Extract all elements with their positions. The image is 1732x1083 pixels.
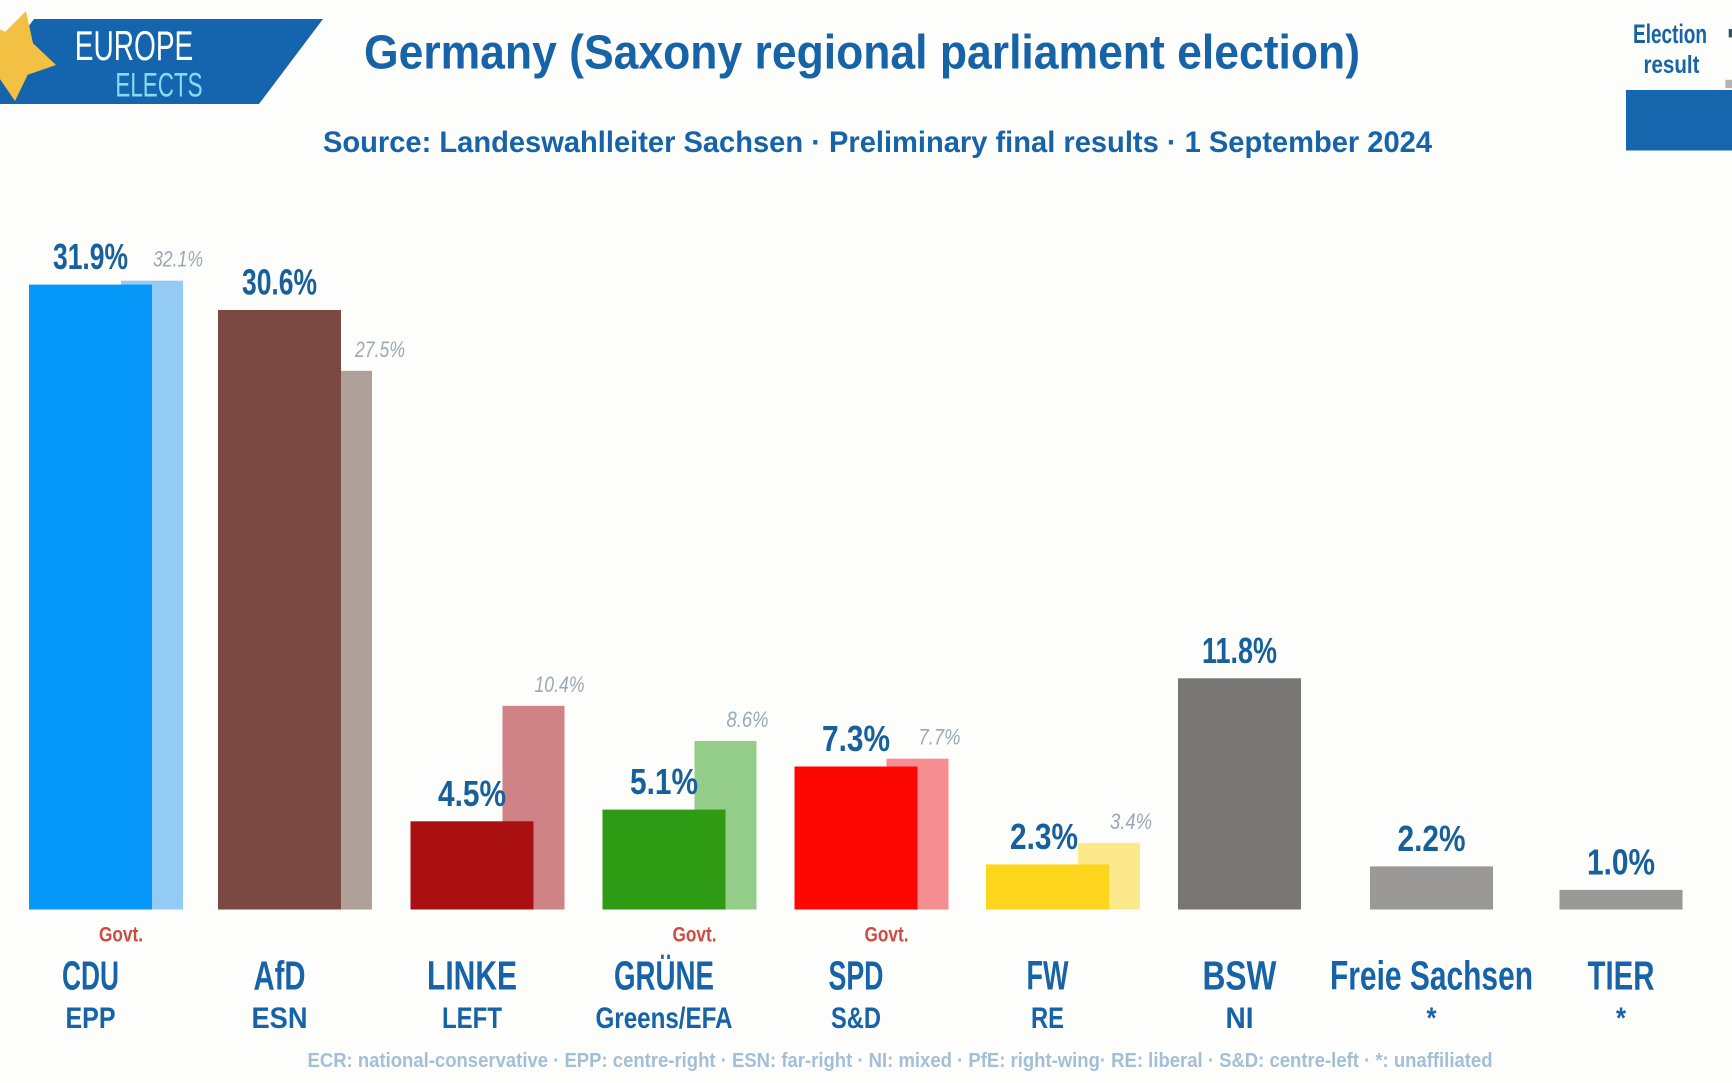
svg-text:NI: NI (1226, 1002, 1254, 1035)
svg-text:RE: RE (1031, 1002, 1064, 1035)
svg-text:Source: Landeswahlleiter Sachs: Source: Landeswahlleiter Sachsen · Preli… (323, 126, 1432, 159)
svg-text:Govt.: Govt. (99, 924, 143, 947)
svg-text:Govt.: Govt. (673, 924, 717, 947)
svg-text:ESN: ESN (252, 1002, 308, 1035)
svg-text:TIER: TIER (1588, 953, 1655, 999)
svg-text:LEFT: LEFT (442, 1002, 502, 1035)
svg-text:Greens/EFA: Greens/EFA (596, 1002, 733, 1035)
svg-text:7.3%: 7.3% (822, 718, 890, 759)
svg-text:SPD: SPD (829, 953, 884, 999)
svg-text:30.6%: 30.6% (242, 262, 317, 303)
svg-text:27.5%: 27.5% (354, 337, 405, 362)
svg-text:2.2%: 2.2% (1398, 818, 1466, 859)
svg-text:32.1%: 32.1% (153, 247, 203, 272)
svg-text:result: result (1644, 51, 1701, 79)
svg-text:*: * (1616, 1002, 1626, 1035)
svg-text:BSW: BSW (1203, 953, 1277, 999)
svg-text:4.5%: 4.5% (438, 773, 506, 814)
svg-text:10.4%: 10.4% (535, 672, 585, 697)
svg-text:*: * (1427, 1002, 1437, 1035)
svg-text:1.0%: 1.0% (1587, 841, 1655, 882)
svg-text:7.7%: 7.7% (919, 725, 961, 750)
svg-text:EUROPE: EUROPE (75, 22, 194, 69)
svg-text:Govt.: Govt. (865, 924, 909, 947)
svg-text:8.6%: 8.6% (727, 707, 769, 732)
svg-text:Freie Sachsen: Freie Sachsen (1330, 953, 1533, 999)
svg-text:Election: Election (1633, 19, 1707, 49)
svg-text:Germany (Saxony regional parli: Germany (Saxony regional parliament elec… (364, 27, 1360, 80)
svg-text:FW: FW (1027, 953, 1069, 999)
svg-text:ECR: national-conservative · E: ECR: national-conservative · EPP: centre… (308, 1050, 1493, 1072)
svg-text:11.8%: 11.8% (1202, 630, 1277, 671)
svg-text:CDU: CDU (62, 953, 119, 999)
svg-text:31.9%: 31.9% (53, 236, 128, 277)
svg-text:5.1%: 5.1% (630, 761, 698, 802)
svg-text:S&D: S&D (831, 1002, 881, 1035)
svg-text:EPP: EPP (66, 1002, 116, 1035)
svg-text:ELECTS: ELECTS (115, 67, 202, 105)
svg-text:3.4%: 3.4% (1110, 809, 1152, 834)
svg-text:2.3%: 2.3% (1010, 816, 1078, 857)
svg-text:AfD: AfD (254, 953, 306, 999)
svg-text:GRÜNE: GRÜNE (614, 953, 714, 999)
svg-text:LINKE: LINKE (427, 953, 517, 999)
